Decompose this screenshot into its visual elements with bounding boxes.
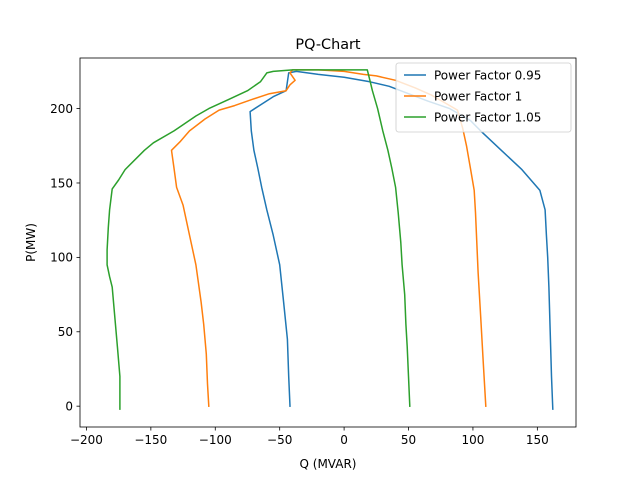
x-tick-label: −100 [199,433,232,447]
legend-label-2: Power Factor 1 [434,89,522,103]
y-tick-label: 150 [50,176,73,190]
plot-frame [79,57,577,428]
series-line-2 [170,69,487,407]
x-tick-label: 0 [340,433,348,447]
y-tick-label: 0 [65,399,73,413]
x-tick-label: 100 [461,433,484,447]
series-layer [106,69,554,410]
x-tick-label: −150 [134,433,167,447]
x-tick-label: 150 [526,433,549,447]
chart-title: PQ-Chart [295,37,361,53]
x-tick-label: −50 [267,433,292,447]
series-line-1 [249,70,554,410]
legend-box [395,62,572,133]
x-axis-ticks: −200 −150 −100 −50 0 50 100 150 [70,427,549,447]
legend-label-1: Power Factor 0.95 [434,68,541,82]
y-tick-label: 100 [50,251,73,265]
legend-label-3: Power Factor 1.05 [434,110,541,124]
y-axis-label: P(MW) [24,223,38,262]
series-line-3 [106,69,411,410]
y-tick-label: 50 [58,325,73,339]
y-tick-label: 200 [50,102,73,116]
x-axis-label: Q (MVAR) [300,457,357,471]
legend: Power Factor 0.95 Power Factor 1 Power Fac… [395,62,572,133]
x-tick-label: −200 [70,433,103,447]
y-axis-ticks: 0 50 100 150 200 [50,102,80,413]
x-tick-label: 50 [401,433,416,447]
